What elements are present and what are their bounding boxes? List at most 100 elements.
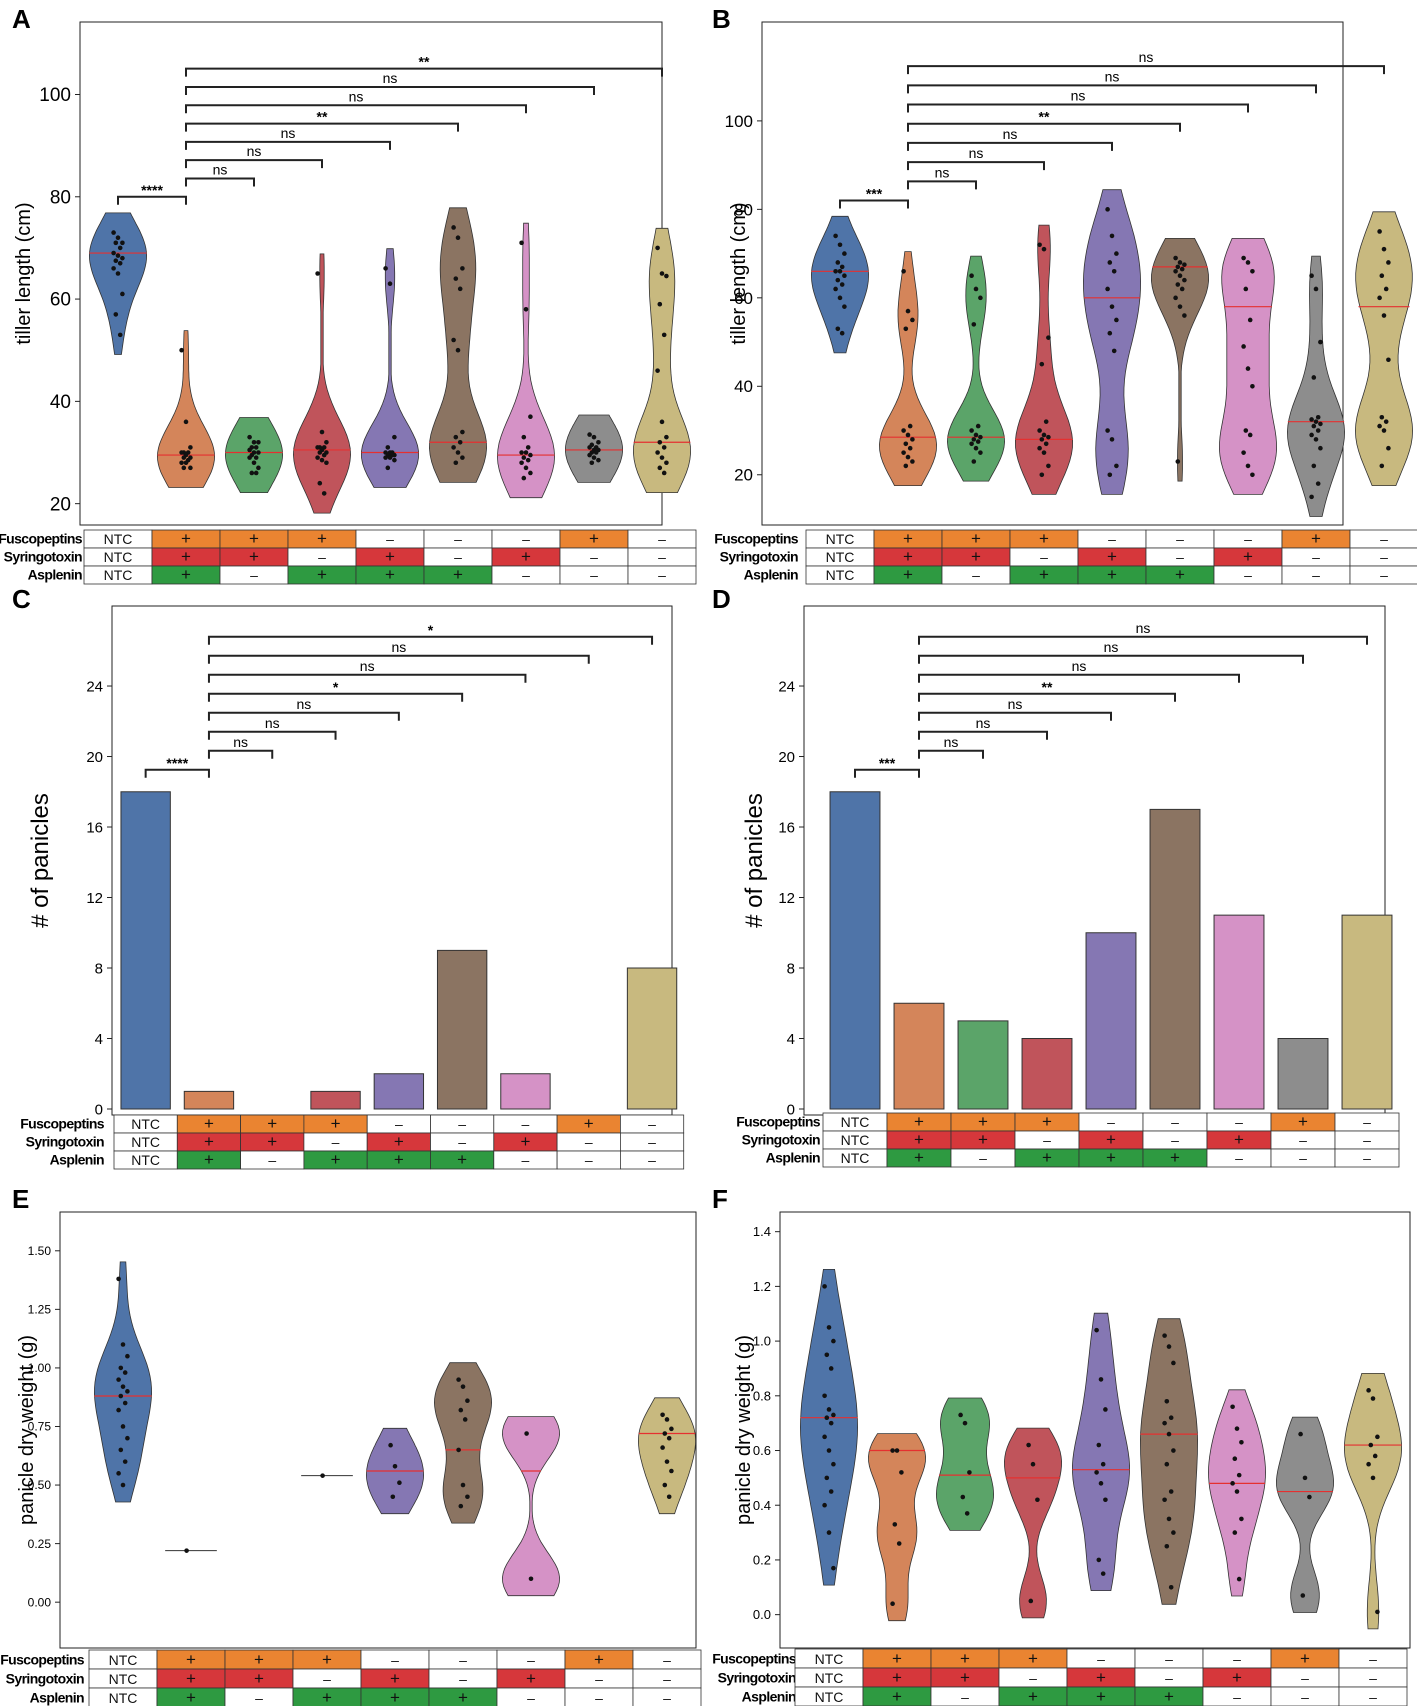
data-point [397,1480,402,1486]
data-point [1372,1453,1378,1459]
data-point [657,465,663,471]
data-point [826,1325,832,1330]
data-point [1247,432,1253,438]
bar-4 [1021,1038,1073,1110]
data-point [115,253,121,258]
data-point [655,368,660,373]
treatment-cell-value: – [1176,549,1184,565]
significance-bracket [207,730,337,740]
significance-bracket [117,195,187,205]
data-point [971,322,977,327]
treatment-cell-value: – [1171,1114,1179,1130]
data-point [519,450,524,455]
data-point [118,1447,124,1453]
treatment-cell-value: + [385,565,395,584]
treatment-cell-value: – [663,1690,671,1706]
data-point [1366,1461,1371,1467]
significance-bracket [185,85,595,95]
treatment-cell-value: – [1040,549,1048,565]
data-point [892,1522,898,1527]
data-point [525,445,531,450]
data-point [1309,494,1314,500]
data-point [253,470,259,476]
significance-label: ns [297,696,312,712]
treatment-cell-value: – [1363,1150,1371,1166]
data-point [390,1494,396,1500]
treatment-cell-value: + [1107,547,1117,566]
panel-letter: B [712,4,731,34]
data-point [903,463,909,469]
data-point [1307,1494,1312,1500]
data-point [521,434,527,440]
data-point [1313,419,1319,424]
data-point [822,1502,827,1508]
treatment-cell-value: – [1108,531,1116,547]
treatment-cell-value: + [1170,1148,1180,1167]
treatment-cell-value: + [204,1132,214,1151]
data-point [910,459,915,464]
treatment-cell-value: NTC [841,1150,870,1166]
violin-5 [360,248,420,488]
data-point [837,242,843,248]
data-point [890,1601,895,1607]
data-point [528,1576,534,1582]
data-point [1318,445,1323,451]
data-point [822,1434,827,1440]
violin-1 [88,212,148,355]
data-point [1298,1431,1303,1437]
data-point [1232,1530,1238,1535]
data-point [1375,1434,1380,1440]
violin-3 [935,1397,995,1531]
data-point [1370,1475,1376,1481]
data-point [179,450,184,455]
treatment-cell-value: + [1234,1130,1244,1149]
data-point [453,460,459,466]
data-point [1179,286,1185,292]
significance-bracket [918,692,1176,702]
treatment-cell-value: + [249,547,259,566]
treatment-cell-value: + [1175,565,1185,584]
data-point [1039,437,1045,442]
data-point [1109,304,1115,309]
treatment-cell-value: + [331,1150,341,1169]
data-point [1111,348,1117,354]
treatment-cell-value: – [1107,1114,1115,1130]
significance-label: ns [1139,49,1154,65]
data-point [662,1482,668,1488]
treatment-cell-value: + [394,1132,404,1151]
treatment-cell-value: – [1043,1132,1051,1148]
treatment-cell-value: – [255,1690,263,1706]
data-point [969,441,974,447]
data-point [975,423,981,429]
y-axis-label: tiller length (cm) [728,202,750,344]
data-point [1105,428,1110,433]
data-point [1250,268,1255,274]
data-point [1162,1333,1167,1338]
treatment-cell-value: – [1171,1132,1179,1148]
data-point [249,470,255,476]
treatment-cell-value: + [892,1687,902,1706]
significance-label: ns [247,143,262,159]
y-axis-label: panicle dry weight (g) [733,1335,755,1525]
data-point [247,455,252,460]
data-point [596,439,601,445]
data-point [1309,432,1314,438]
data-point [1175,264,1181,270]
treatment-cell-value: – [648,1134,656,1150]
data-point [967,1470,972,1475]
data-point [973,432,979,438]
data-point [1039,361,1045,367]
significance-label: ns [213,161,228,177]
data-point [831,1461,836,1467]
violin-1 [93,1261,153,1503]
violin-6 [1150,238,1210,482]
treatment-cell-value: – [527,1690,535,1706]
treatment-cell-value: – [386,531,394,547]
significance-label: ** [1042,679,1053,695]
treatment-cell-value: + [1039,529,1049,548]
panel-d: D 0 4 8 12 16 20 24 # of panicles *** ns ns ns ** ns ns… [712,584,1400,1168]
data-point [321,491,327,496]
bar-6 [436,949,488,1110]
significance-label: ns [349,88,364,104]
